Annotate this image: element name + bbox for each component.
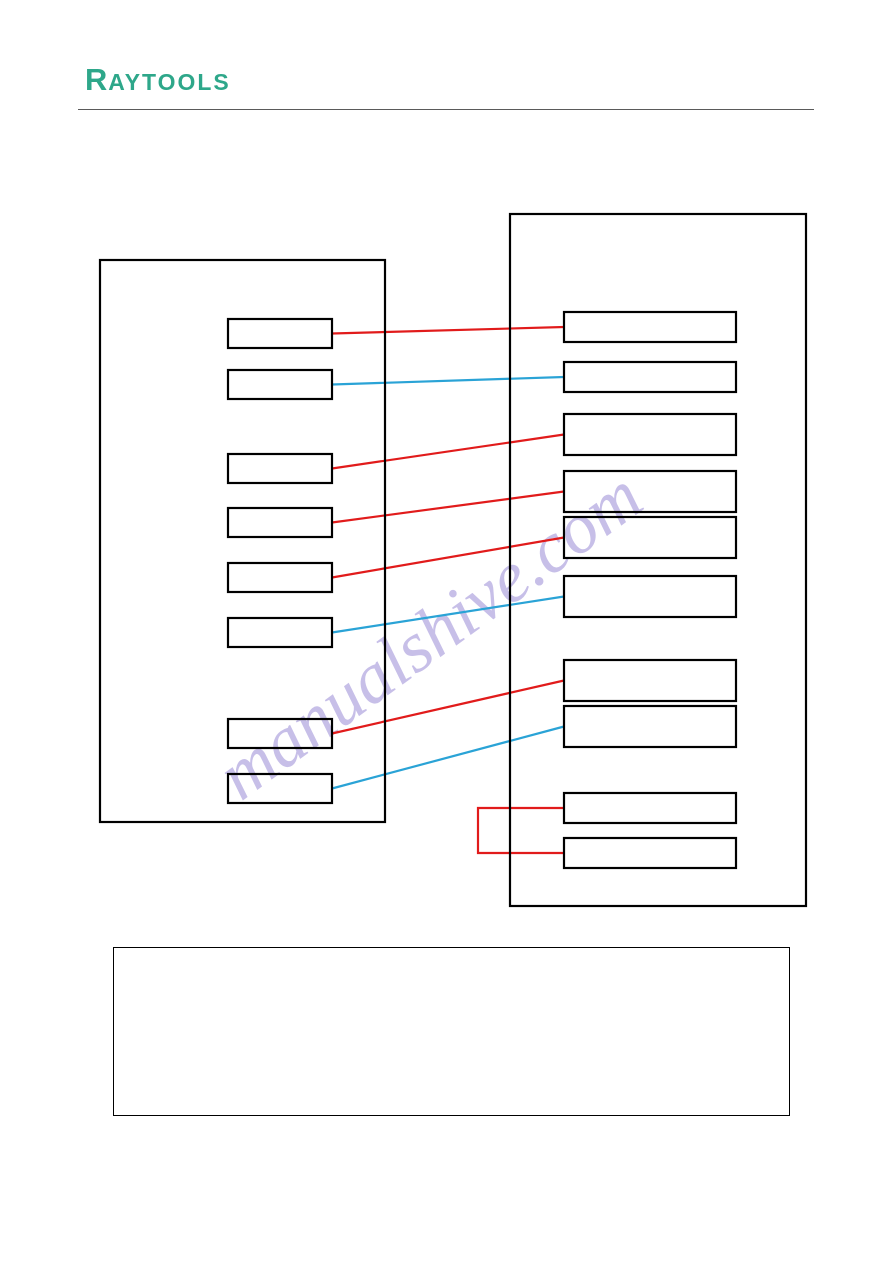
notes-box [113,947,790,1116]
page: RAYTOOLS manualshive.com [0,0,893,1263]
